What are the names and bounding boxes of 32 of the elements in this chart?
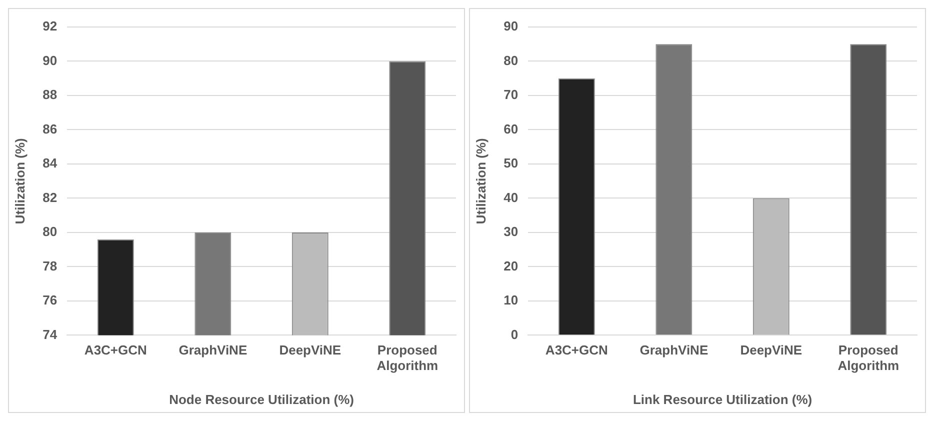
y-tick-label: 30 xyxy=(504,224,518,240)
x-axis-title: Node Resource Utilization (%) xyxy=(169,392,354,407)
x-axis-title: Link Resource Utilization (%) xyxy=(632,392,812,407)
y-tick-label: 10 xyxy=(504,292,518,308)
y-tick-label: 40 xyxy=(504,190,518,205)
y-tick-label: 86 xyxy=(42,121,58,136)
y-tick-label: 70 xyxy=(504,87,518,102)
y-axis-title: Utilization (%) xyxy=(473,138,488,224)
x-tick-label: Proposed Algorithm xyxy=(838,342,900,374)
y-tick-label: 76 xyxy=(42,292,58,308)
y-tick-label: 88 xyxy=(42,87,58,102)
y-tick-label: 80 xyxy=(42,224,58,240)
y-tick-label: 0 xyxy=(510,326,518,342)
y-tick-label: 90 xyxy=(504,18,518,34)
y-tick-label: 82 xyxy=(42,190,58,205)
y-tick-label: 74 xyxy=(42,326,58,342)
y-tick-label: 20 xyxy=(504,258,518,274)
x-tick-label: A3C+GCN xyxy=(545,342,608,358)
x-tick-label: DeepViNE xyxy=(279,342,342,358)
x-tick-label: DeepViNE xyxy=(740,342,802,358)
y-tick-label: 60 xyxy=(504,121,518,136)
x-tick-label: GraphViNE xyxy=(178,342,248,358)
y-tick-label: 80 xyxy=(504,52,518,68)
y-tick-label: 50 xyxy=(504,156,518,171)
x-tick-label: A3C+GCN xyxy=(84,342,147,358)
y-tick-label: 90 xyxy=(42,52,58,68)
x-tick-label: Proposed Algorithm xyxy=(376,342,438,374)
y-axis-title: Utilization (%) xyxy=(12,138,28,224)
y-tick-label: 84 xyxy=(42,156,58,171)
y-tick-label: 78 xyxy=(42,258,58,274)
y-tick-label: 92 xyxy=(42,18,58,34)
x-tick-label: GraphViNE xyxy=(640,342,708,358)
